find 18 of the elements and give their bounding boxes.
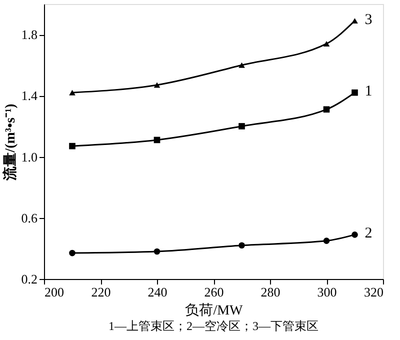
x-tick-label: 240 [148, 284, 168, 300]
series-label: 2 [364, 226, 372, 242]
y-axis-title: 流量/(m³•s⁻¹) [1, 103, 18, 182]
series-label: 3 [364, 12, 372, 28]
x-tick-label: 200 [44, 284, 64, 300]
x-tick-label: 280 [260, 284, 280, 300]
series-label: 1 [364, 84, 372, 100]
y-tick-label: 1.0 [21, 149, 38, 164]
x-tick-label: 260 [204, 284, 224, 300]
x-axis-title: 负荷/MW [185, 302, 244, 318]
y-tick-label: 0.6 [21, 210, 38, 226]
x-tick-label: 300 [317, 284, 337, 300]
x-tick-label: 220 [91, 284, 111, 300]
text: 1—上管束区；2—空冷区；3—下管束区 [108, 319, 318, 333]
x-tick-label: 320 [364, 284, 384, 300]
y-tick-label: 1.4 [21, 88, 38, 104]
y-tick-label: 0.2 [21, 272, 38, 286]
y-tick-label: 1.8 [21, 27, 38, 42]
